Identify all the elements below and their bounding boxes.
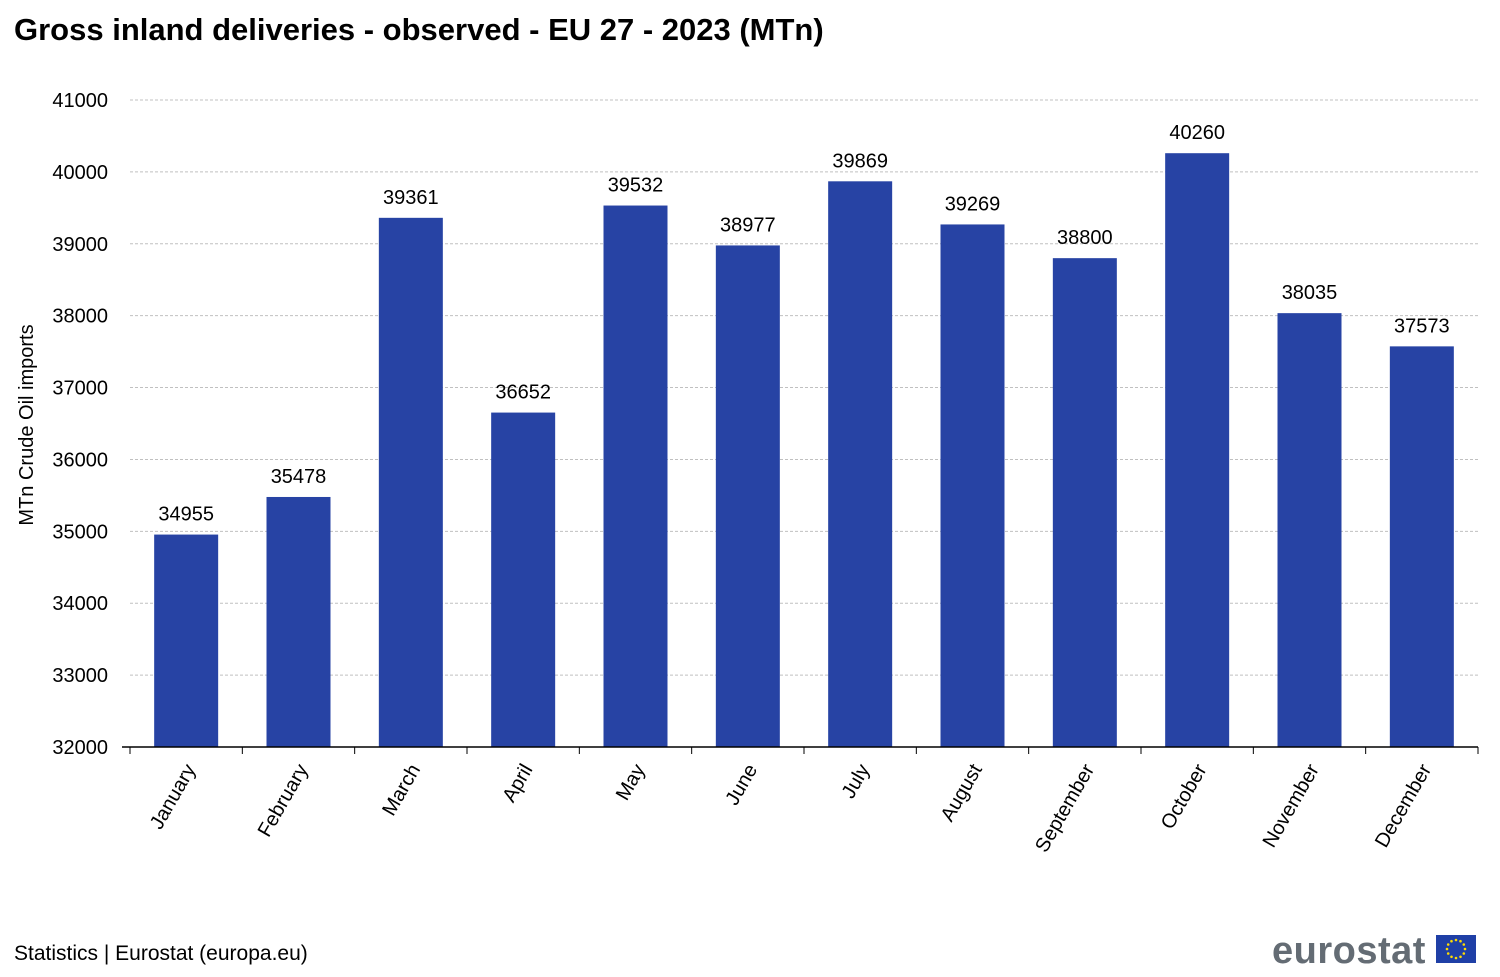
- x-tick-label: July: [838, 761, 875, 803]
- data-label: 34955: [158, 504, 214, 526]
- x-tick-label: November: [1259, 760, 1324, 851]
- source-note: Statistics | Eurostat (europa.eu): [14, 942, 308, 965]
- eu-flag-icon: [1436, 935, 1476, 963]
- flag-star: [1462, 952, 1466, 955]
- flag-star: [1462, 943, 1466, 946]
- y-tick-label: 36000: [52, 449, 108, 471]
- flag-star: [1463, 947, 1467, 951]
- flag-star: [1459, 955, 1462, 959]
- data-label: 39361: [383, 187, 439, 209]
- y-tick-label: 38000: [52, 306, 108, 328]
- flag-star: [1446, 952, 1450, 955]
- x-tick-label: September: [1031, 760, 1099, 856]
- flag-star: [1450, 955, 1453, 959]
- y-tick-label: 39000: [52, 234, 108, 256]
- x-tick-label: January: [146, 761, 201, 834]
- data-label: 39269: [945, 193, 1001, 215]
- y-tick-label: 40000: [52, 162, 108, 184]
- data-labels: 34955 35478 39361 36652 39532 38977 39869 39269…: [158, 122, 1449, 525]
- bar-november: [1277, 313, 1342, 747]
- bar-february: [266, 496, 331, 747]
- x-tick-label: December: [1371, 760, 1436, 851]
- data-label: 38977: [720, 214, 776, 236]
- data-label: 38800: [1057, 227, 1113, 249]
- x-tick-label: June: [721, 761, 762, 810]
- flag-star: [1445, 947, 1449, 951]
- bar-chart: 32000 33000 34000 35000 36000 37000 38000 39000…: [16, 90, 1479, 856]
- data-label: 35478: [271, 466, 327, 488]
- y-tick-label: 37000: [52, 378, 108, 400]
- data-label: 36652: [495, 382, 551, 404]
- flag-star: [1459, 939, 1462, 943]
- y-axis-ticks: 32000 33000 34000 35000 36000 37000 38000 39000…: [52, 90, 108, 759]
- bar-march: [378, 217, 443, 748]
- bar-september: [1052, 258, 1117, 747]
- y-tick-label: 35000: [52, 521, 108, 543]
- bar-january: [154, 534, 219, 747]
- bar-june: [715, 245, 780, 748]
- bar-october: [1165, 153, 1230, 748]
- flag-star: [1446, 943, 1450, 946]
- y-tick-label: 32000: [52, 737, 108, 759]
- chart-title: Gross inland deliveries - observed - EU …: [14, 12, 824, 47]
- x-tick-label: April: [498, 761, 537, 807]
- x-tick-label: October: [1157, 760, 1212, 833]
- flag-star: [1454, 956, 1458, 960]
- data-label: 40260: [1169, 122, 1225, 144]
- bars: [154, 153, 1454, 748]
- data-label: 39532: [608, 175, 664, 197]
- bar-december: [1389, 346, 1454, 747]
- y-axis-label: MTn Crude Oil imports: [16, 324, 38, 525]
- y-tick-label: 41000: [52, 90, 108, 112]
- eurostat-logo: eurostat: [1272, 930, 1426, 972]
- data-label: 38035: [1282, 282, 1338, 304]
- data-label: 39869: [832, 150, 888, 172]
- y-tick-label: 34000: [52, 593, 108, 615]
- x-tick-label: August: [937, 760, 987, 825]
- bar-july: [828, 181, 893, 747]
- gridlines: [130, 99, 1478, 676]
- data-label: 37573: [1394, 315, 1450, 337]
- flag-star: [1450, 939, 1453, 943]
- flag-star: [1454, 938, 1458, 942]
- bar-april: [491, 412, 556, 747]
- x-axis-ticks: January February March April May June July Augu…: [129, 747, 1479, 856]
- x-tick-label: February: [254, 761, 313, 841]
- bar-may: [603, 205, 668, 747]
- x-tick-label: May: [612, 761, 650, 805]
- y-tick-label: 33000: [52, 665, 108, 687]
- bar-august: [940, 224, 1005, 747]
- x-tick-label: March: [378, 761, 425, 820]
